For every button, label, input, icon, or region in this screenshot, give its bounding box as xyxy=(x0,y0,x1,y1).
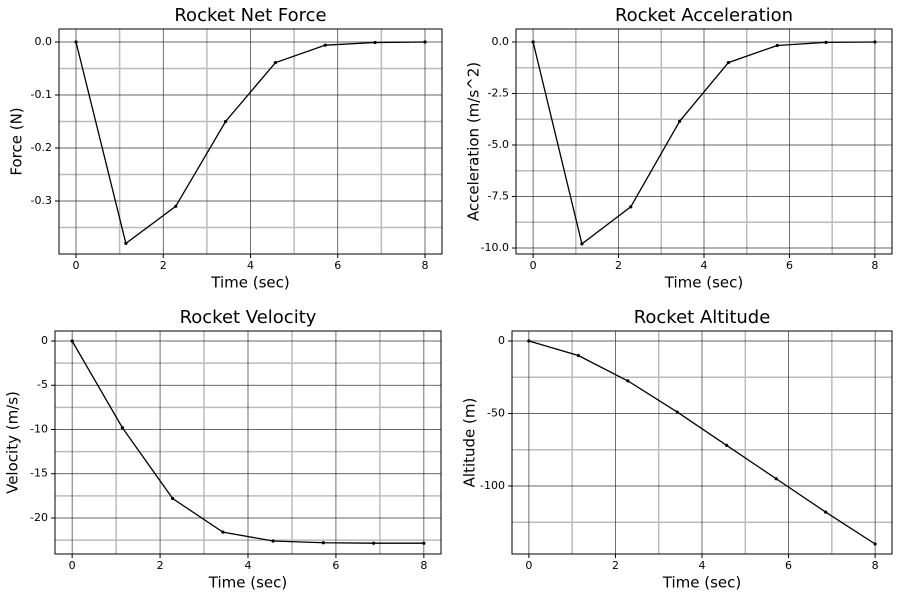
chart-title: Rocket Altitude xyxy=(634,307,771,328)
point xyxy=(775,43,779,48)
x-tick-label: 8 xyxy=(421,259,428,272)
x-tick-label: 6 xyxy=(786,259,793,272)
y-tick-label: 0 xyxy=(41,334,48,347)
x-tick-label: 4 xyxy=(247,259,254,272)
point xyxy=(629,205,633,209)
point xyxy=(373,40,377,45)
x-tick-label: 6 xyxy=(334,259,341,272)
x-tick-label: 2 xyxy=(615,259,622,272)
x-tick-label: 0 xyxy=(525,559,532,572)
point xyxy=(171,496,175,501)
y-tick-label: -50 xyxy=(487,407,505,420)
line xyxy=(75,41,425,245)
y-tick-label: -2.5 xyxy=(488,86,509,99)
y-tick-label: -5 xyxy=(37,378,48,391)
point xyxy=(221,530,225,534)
x-axis-label: Time (sec) xyxy=(210,274,289,292)
y-tick-label: 0.0 xyxy=(492,35,510,48)
point xyxy=(824,40,828,44)
x-tick-label: 0 xyxy=(73,259,80,272)
point xyxy=(423,40,427,44)
y-axis-label: Force (N) xyxy=(8,107,26,175)
y-tick-label: -0.3 xyxy=(31,194,52,207)
point xyxy=(321,541,325,545)
y-tick-label: -0.2 xyxy=(31,141,52,154)
y-tick-label: -100 xyxy=(480,479,505,492)
y-tick-label: 0 xyxy=(498,334,505,347)
x-tick-label: 0 xyxy=(69,559,76,572)
line xyxy=(71,340,424,544)
point xyxy=(531,40,535,44)
chart-title: Rocket Net Force xyxy=(174,5,326,26)
y-tick-label: -15 xyxy=(30,467,48,480)
point xyxy=(527,339,531,343)
x-tick-label: 8 xyxy=(871,259,878,272)
point xyxy=(124,241,128,245)
x-tick-label: 2 xyxy=(157,559,164,572)
x-tick-label: 2 xyxy=(160,259,167,272)
point xyxy=(223,119,228,124)
line xyxy=(532,41,875,246)
point xyxy=(576,353,580,358)
point xyxy=(626,379,630,383)
point xyxy=(74,40,78,44)
x-tick-label: 4 xyxy=(245,559,252,572)
point xyxy=(323,43,327,47)
point xyxy=(726,60,730,65)
x-axis-label: Time (sec) xyxy=(208,574,287,592)
x-tick-label: 6 xyxy=(785,559,792,572)
y-tick-label: -7.5 xyxy=(488,190,509,203)
point xyxy=(422,541,426,545)
y-axis-label: Acceleration (m/s^2) xyxy=(465,62,483,221)
point xyxy=(675,410,679,414)
x-axis-label: Time (sec) xyxy=(664,274,743,292)
point xyxy=(774,477,778,481)
x-axis-label: Time (sec) xyxy=(662,574,741,592)
line xyxy=(528,340,876,545)
point xyxy=(678,119,682,123)
point xyxy=(271,539,275,543)
y-tick-label: -5.0 xyxy=(488,138,509,151)
chart-title: Rocket Velocity xyxy=(180,307,317,328)
point xyxy=(120,426,124,430)
point xyxy=(873,40,877,44)
chart-title: Rocket Acceleration xyxy=(615,5,793,26)
point xyxy=(70,339,74,343)
x-tick-label: 2 xyxy=(612,559,619,572)
y-tick-label: -20 xyxy=(30,511,48,524)
point xyxy=(273,61,278,65)
x-tick-label: 4 xyxy=(699,559,706,572)
x-tick-label: 4 xyxy=(701,259,708,272)
point xyxy=(824,510,828,514)
y-axis-label: Altitude (m) xyxy=(461,398,479,488)
point xyxy=(580,242,584,246)
y-tick-label: -0.1 xyxy=(31,88,52,101)
x-tick-label: 0 xyxy=(530,259,537,272)
y-tick-label: -10.0 xyxy=(481,241,509,254)
point xyxy=(873,542,877,546)
point xyxy=(372,541,376,545)
y-tick-label: -10 xyxy=(30,422,48,435)
x-tick-label: 8 xyxy=(420,559,427,572)
x-tick-label: 6 xyxy=(332,559,339,572)
y-tick-label: 0.0 xyxy=(35,35,53,48)
y-axis-label: Velocity (m/s) xyxy=(4,391,22,494)
x-tick-label: 8 xyxy=(872,559,879,572)
point xyxy=(174,204,178,208)
point xyxy=(725,443,729,447)
